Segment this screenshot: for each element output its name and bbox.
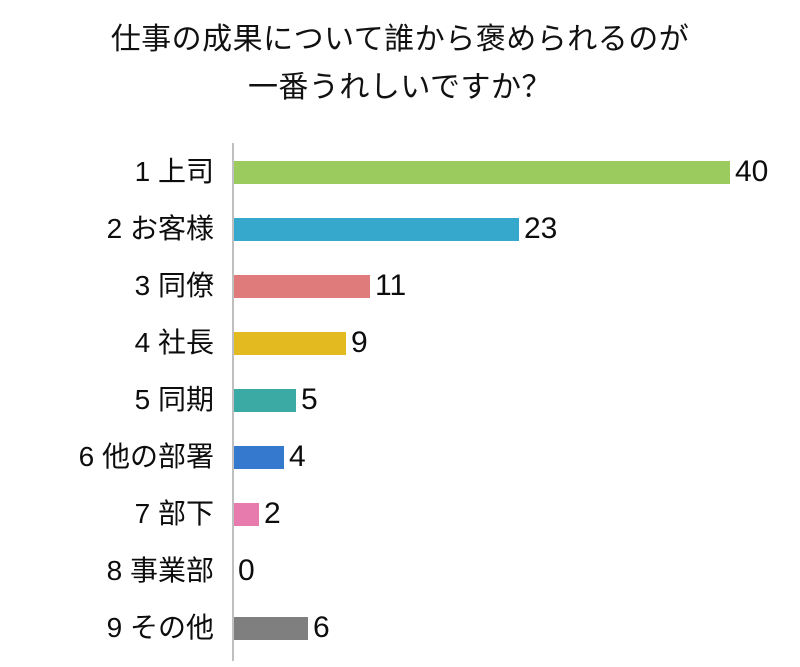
- bar-wrap: 9: [234, 321, 368, 365]
- bar-value-label: 23: [524, 212, 558, 245]
- bar-2[interactable]: [234, 217, 519, 241]
- bar-3[interactable]: [234, 274, 370, 298]
- category-label: 3 同僚: [134, 270, 214, 301]
- category-label: 8 事業部: [106, 555, 214, 586]
- bar-row: 4 社長 9: [0, 321, 800, 365]
- bar-4[interactable]: [234, 331, 346, 355]
- bar-row: 9 その他 6: [0, 606, 800, 650]
- category-label: 7 部下: [134, 498, 214, 529]
- chart-title-line-2: 一番うれしいですか？: [247, 71, 553, 104]
- chart-title: 仕事の成果について誰から褒められるのが 一番うれしいですか？: [0, 16, 800, 112]
- bar-6[interactable]: [234, 445, 284, 469]
- chart-title-line-1: 仕事の成果について誰から褒められるのが: [110, 23, 690, 56]
- bar-wrap: 5: [234, 378, 318, 422]
- bar-wrap: 0: [234, 549, 255, 593]
- bar-row: 3 同僚 11: [0, 264, 800, 308]
- category-label: 4 社長: [134, 327, 214, 358]
- bar-row: 5 同期 5: [0, 378, 800, 422]
- bar-5[interactable]: [234, 388, 296, 412]
- category-label: 6 他の部署: [78, 441, 214, 472]
- bar-wrap: 23: [234, 207, 557, 251]
- bar-value-label: 4: [289, 440, 306, 473]
- category-axis-line: [232, 143, 234, 661]
- bar-wrap: 11: [234, 264, 406, 308]
- category-label: 1 上司: [134, 156, 214, 187]
- bar-value-label: 2: [264, 497, 281, 530]
- bar-row: 7 部下 2: [0, 492, 800, 536]
- bar-row: 6 他の部署 4: [0, 435, 800, 479]
- bar-value-label: 0: [238, 554, 255, 587]
- bar-value-label: 5: [301, 383, 318, 416]
- bar-wrap: 6: [234, 606, 330, 650]
- category-label: 2 お客様: [106, 213, 214, 244]
- bar-wrap: 4: [234, 435, 306, 479]
- bar-value-label: 6: [313, 611, 330, 644]
- category-label: 9 その他: [106, 612, 214, 643]
- bar-value-label: 9: [351, 326, 368, 359]
- bar-wrap: 40: [234, 150, 768, 194]
- bar-value-label: 11: [375, 269, 407, 302]
- bar-value-label: 40: [735, 155, 769, 188]
- bar-row: 8 事業部 0: [0, 549, 800, 593]
- category-label: 5 同期: [134, 384, 214, 415]
- bar-row: 1 上司 40: [0, 150, 800, 194]
- bar-wrap: 2: [234, 492, 281, 536]
- bar-9[interactable]: [234, 616, 308, 640]
- bar-1[interactable]: [234, 160, 730, 184]
- bar-row: 2 お客様 23: [0, 207, 800, 251]
- bar-7[interactable]: [234, 502, 259, 526]
